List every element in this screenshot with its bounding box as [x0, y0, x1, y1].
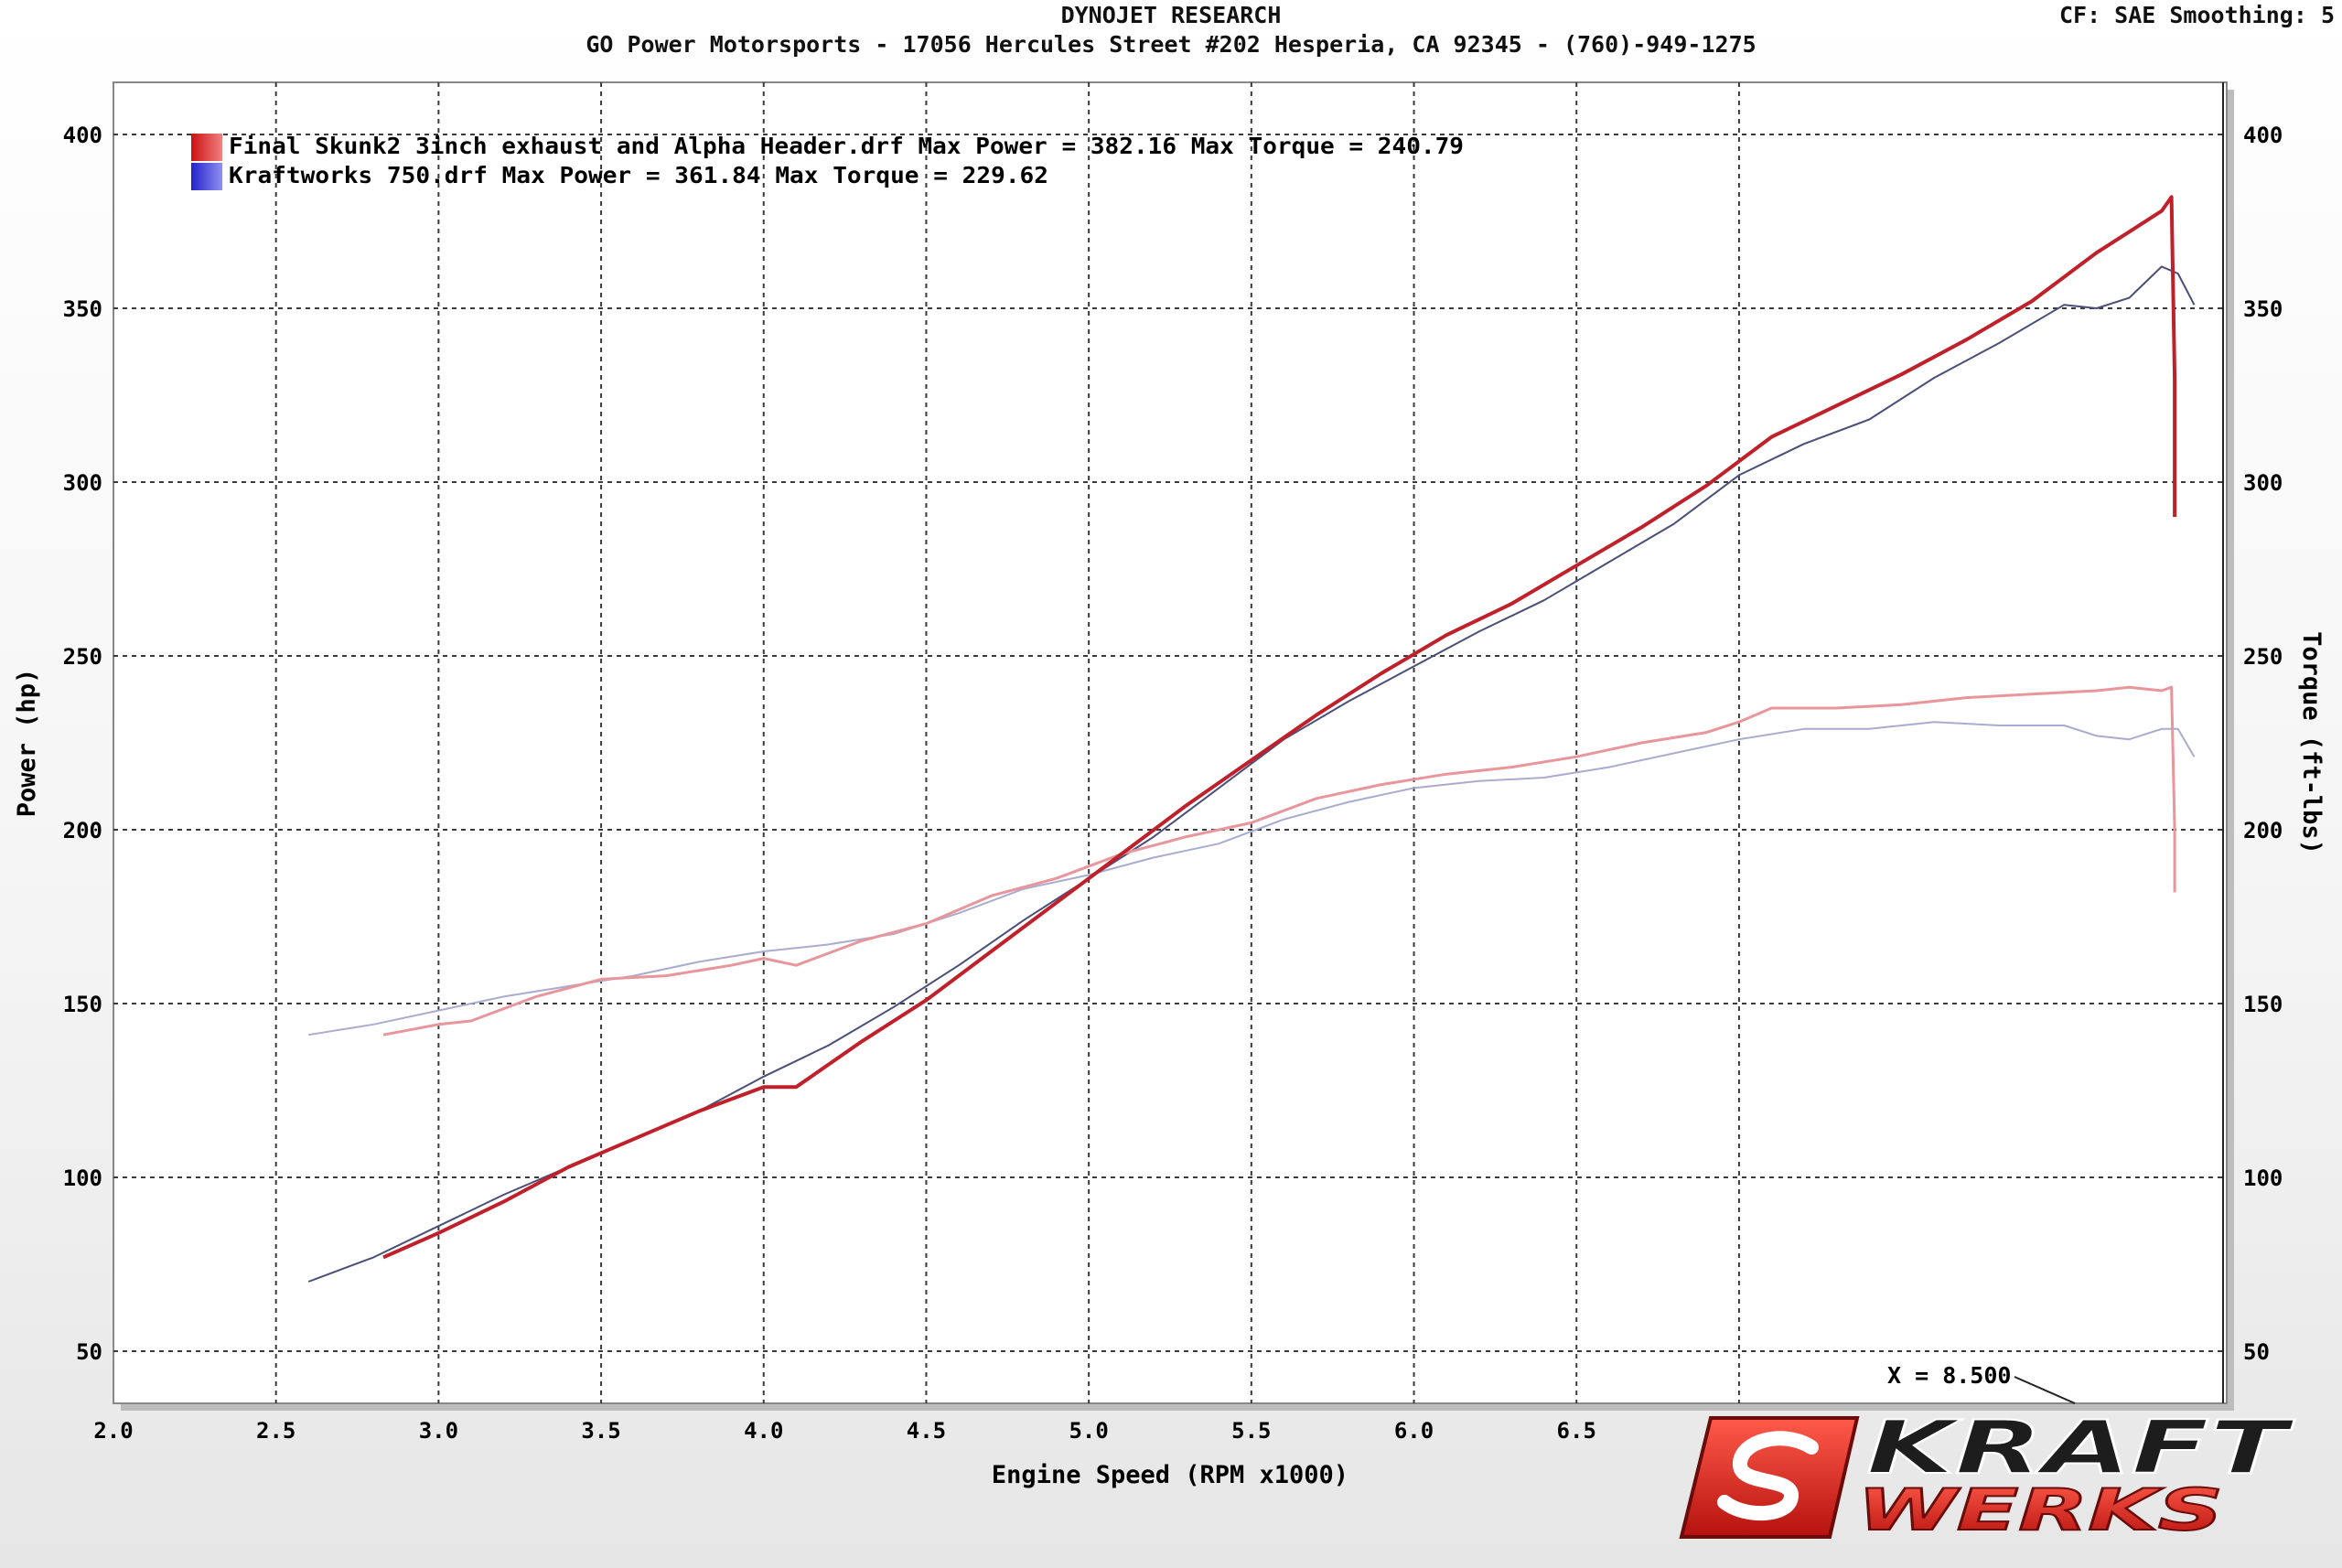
plot-area [113, 81, 2228, 1404]
x-tick-label: 4.5 [907, 1418, 946, 1444]
y-tick-label-right: 250 [2243, 644, 2283, 670]
y-tick-label-left: 250 [63, 644, 102, 670]
legend-entry-run2: Kraftworks 750.drf Max Power = 361.84 Ma… [229, 162, 1048, 188]
y-tick-label-right: 200 [2243, 818, 2283, 843]
x-tick-label: 5.5 [1231, 1418, 1271, 1444]
logo-text-line2: WERKS [1857, 1477, 2223, 1543]
legend-swatch-run1 [191, 134, 222, 161]
cursor-label: X = 8.500 [1887, 1362, 2011, 1389]
x-tick-label: 2.5 [256, 1418, 295, 1444]
series-line-run2-torque [308, 721, 2196, 1036]
kraftwerks-logo: KRAFT WERKS [1679, 1409, 2295, 1544]
y-tick-label-left: 350 [63, 296, 102, 322]
y-tick-label-left: 100 [63, 1165, 102, 1191]
x-tick-label: 2.0 [93, 1418, 133, 1444]
x-tick-label: 6.5 [1557, 1418, 1596, 1444]
series-line-run1-power [382, 195, 2177, 1260]
x-tick-label: 6.0 [1394, 1418, 1434, 1444]
page-title: DYNOJET RESEARCH [1060, 2, 1282, 28]
series-layer [307, 195, 2196, 1283]
y-axis-label-left: Power (hp) [13, 669, 41, 818]
y-tick-label-right: 150 [2243, 992, 2283, 1017]
y-tick-label-right: 50 [2243, 1339, 2270, 1365]
y-tick-label-right: 350 [2243, 296, 2283, 322]
legend-entry-run1: Final Skunk2 3inch exhaust and Alpha Hea… [229, 133, 1464, 159]
y-tick-label-right: 300 [2243, 470, 2283, 496]
logo-text-line1: KRAFT [1866, 1409, 2294, 1490]
legend-swatch-run2 [191, 163, 222, 190]
series-line-run1-torque [382, 685, 2176, 1036]
cursor-readout: X = 8.500 [1887, 1362, 2076, 1404]
y-tick-label-left: 400 [63, 123, 102, 148]
cursor-pointer [2014, 1376, 2076, 1404]
grid-lines [113, 82, 2227, 1403]
x-tick-label: 3.5 [581, 1418, 620, 1444]
y-axis-label-right: Torque (ft-lbs) [2297, 631, 2326, 854]
x-tick-label: 4.0 [744, 1418, 783, 1444]
y-tick-label-right: 400 [2243, 123, 2283, 148]
x-tick-label: 5.0 [1069, 1418, 1108, 1444]
y-tick-label-left: 300 [63, 470, 102, 496]
x-tick-label: 3.0 [419, 1418, 458, 1444]
tick-labels: 2.02.53.03.54.04.55.05.56.06.57.05050100… [63, 123, 2283, 1444]
y-tick-label-left: 200 [63, 818, 102, 843]
page-subtitle: GO Power Motorsports - 17056 Hercules St… [586, 31, 1756, 58]
correction-factor-label: CF: SAE Smoothing: 5 [2058, 2, 2335, 28]
y-tick-label-right: 100 [2243, 1165, 2283, 1191]
kraftwerks-swirl-icon [1679, 1416, 1860, 1539]
y-tick-label-left: 150 [63, 992, 102, 1017]
y-tick-label-left: 50 [76, 1339, 102, 1365]
x-axis-label: Engine Speed (RPM x1000) [992, 1461, 1348, 1489]
legend: Final Skunk2 3inch exhaust and Alpha Hea… [191, 133, 1464, 190]
